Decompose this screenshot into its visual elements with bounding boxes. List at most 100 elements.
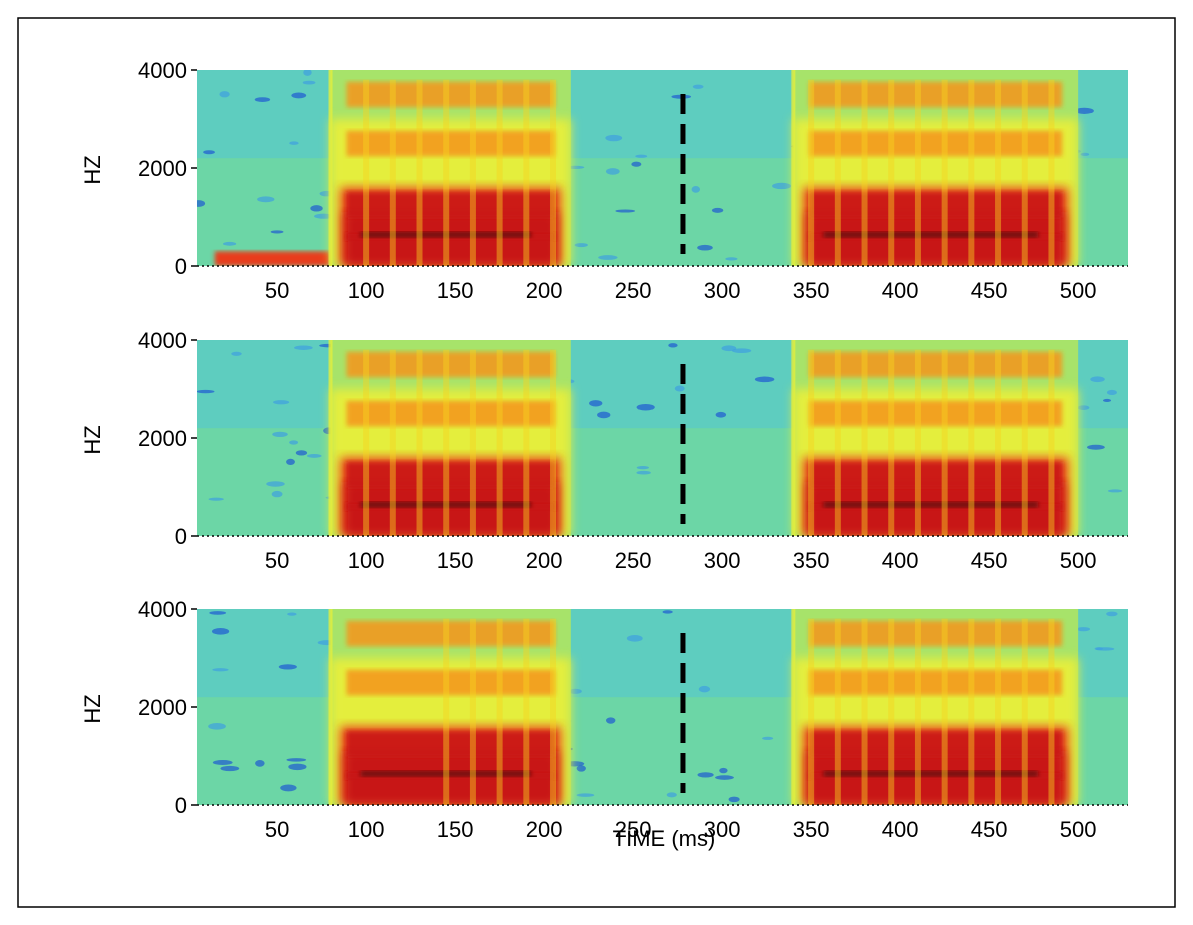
glottal-pulse: [496, 618, 503, 805]
formant-band: [346, 192, 555, 218]
x-tick-label: 100: [348, 817, 385, 842]
glottal-pulse: [941, 349, 948, 536]
glottal-pulse: [834, 79, 841, 266]
noise-speckle: [294, 345, 313, 350]
glottal-pulse: [995, 349, 1002, 536]
x-tick-label: 200: [526, 548, 563, 573]
segment-onset: [791, 340, 796, 536]
spectrogram-panel-1: 0 2000 4000 50 100 150 200 250 300 350 400 450 500 HZ: [80, 58, 1128, 303]
segment-onset: [328, 609, 333, 805]
noise-speckle: [605, 134, 623, 142]
formant-band: [809, 81, 1063, 108]
x-tick-label: 300: [704, 548, 741, 573]
glottal-pulse: [416, 349, 423, 536]
glottal-pulse: [416, 79, 423, 266]
noise-speckle: [772, 182, 792, 190]
noise-speckle: [636, 403, 655, 411]
glottal-pulse: [808, 349, 815, 536]
noise-speckle: [715, 775, 734, 780]
noise-speckle: [597, 411, 611, 419]
noise-speckle: [631, 161, 642, 167]
noise-speckle: [272, 431, 288, 437]
noise-speckle: [257, 196, 275, 203]
glottal-pulse: [550, 79, 557, 266]
formant-ridge: [823, 501, 1039, 508]
formant-band: [346, 731, 555, 757]
y-tick-label: 2000: [138, 695, 187, 720]
noise-speckle: [576, 793, 595, 797]
noise-speckle: [697, 244, 713, 251]
glottal-pulse: [1021, 618, 1028, 805]
noise-speckle: [1074, 107, 1094, 114]
glottal-pulse: [914, 618, 921, 805]
glottal-pulse: [363, 79, 370, 266]
noise-speckle: [287, 612, 297, 616]
glottal-pulse: [389, 79, 396, 266]
glottal-pulse: [808, 618, 815, 805]
x-tick-label: 100: [348, 278, 385, 303]
glottal-pulse: [443, 618, 450, 805]
noise-speckle: [1080, 152, 1090, 156]
formant-band: [346, 669, 555, 696]
noise-speckle: [289, 440, 299, 445]
noise-speckle: [306, 454, 322, 458]
glottal-pulse: [469, 349, 476, 536]
voiced-segment-2: [791, 70, 1079, 266]
glottal-pulse: [1021, 79, 1028, 266]
glottal-pulse: [550, 618, 557, 805]
formant-ridge: [823, 770, 1039, 777]
noise-speckle: [310, 205, 323, 212]
noise-speckle: [273, 400, 290, 405]
formant-band: [346, 81, 555, 108]
glottal-pulse: [861, 618, 868, 805]
noise-speckle: [728, 796, 740, 803]
glottal-pulse: [523, 349, 530, 536]
voiced-segment-1: [328, 609, 571, 805]
y-tick-label: 2000: [138, 426, 187, 451]
glottal-pulse: [443, 79, 450, 266]
noise-speckle: [211, 627, 230, 635]
glottal-pulse: [914, 79, 921, 266]
noise-speckle: [721, 345, 737, 352]
noise-speckle: [208, 497, 224, 501]
noise-speckle: [219, 91, 230, 98]
noise-speckle: [208, 723, 226, 730]
formant-band: [809, 400, 1063, 427]
noise-speckle: [1095, 647, 1115, 651]
x-tick-label: 100: [348, 548, 385, 573]
voiced-segment-1: [328, 70, 571, 266]
glottal-pulse: [469, 618, 476, 805]
y-axis-label: HZ: [80, 425, 105, 454]
noise-speckle: [255, 760, 265, 767]
noise-speckle: [615, 209, 636, 213]
x-tick-label: 450: [971, 817, 1008, 842]
noise-speckle: [666, 792, 677, 798]
noise-speckle: [754, 376, 775, 383]
voiced-segment-1: [328, 340, 571, 536]
noise-speckle: [1077, 405, 1090, 410]
formant-band: [809, 130, 1063, 157]
y-tick-label: 0: [175, 254, 187, 279]
glottal-pulse: [968, 618, 975, 805]
y-tick-label: 0: [175, 524, 187, 549]
y-tick-label: 4000: [138, 597, 187, 622]
noise-speckle: [280, 784, 297, 792]
glottal-pulse: [941, 618, 948, 805]
noise-speckle: [626, 635, 643, 642]
y-tick-label: 2000: [138, 156, 187, 181]
x-tick-label: 500: [1060, 548, 1097, 573]
noise-speckle: [231, 351, 242, 356]
noise-speckle: [576, 765, 586, 772]
formant-band: [346, 462, 555, 488]
x-tick-label: 500: [1060, 817, 1097, 842]
y-tick-label: 4000: [138, 328, 187, 353]
x-tick-label: 50: [265, 817, 289, 842]
formant-band: [809, 192, 1063, 218]
glottal-pulse: [861, 79, 868, 266]
glottal-pulse: [1048, 349, 1055, 536]
noise-speckle: [209, 611, 227, 615]
x-tick-label: 350: [793, 548, 830, 573]
glottal-pulse: [995, 618, 1002, 805]
noise-speckle: [606, 717, 616, 724]
formant-band: [809, 669, 1063, 696]
